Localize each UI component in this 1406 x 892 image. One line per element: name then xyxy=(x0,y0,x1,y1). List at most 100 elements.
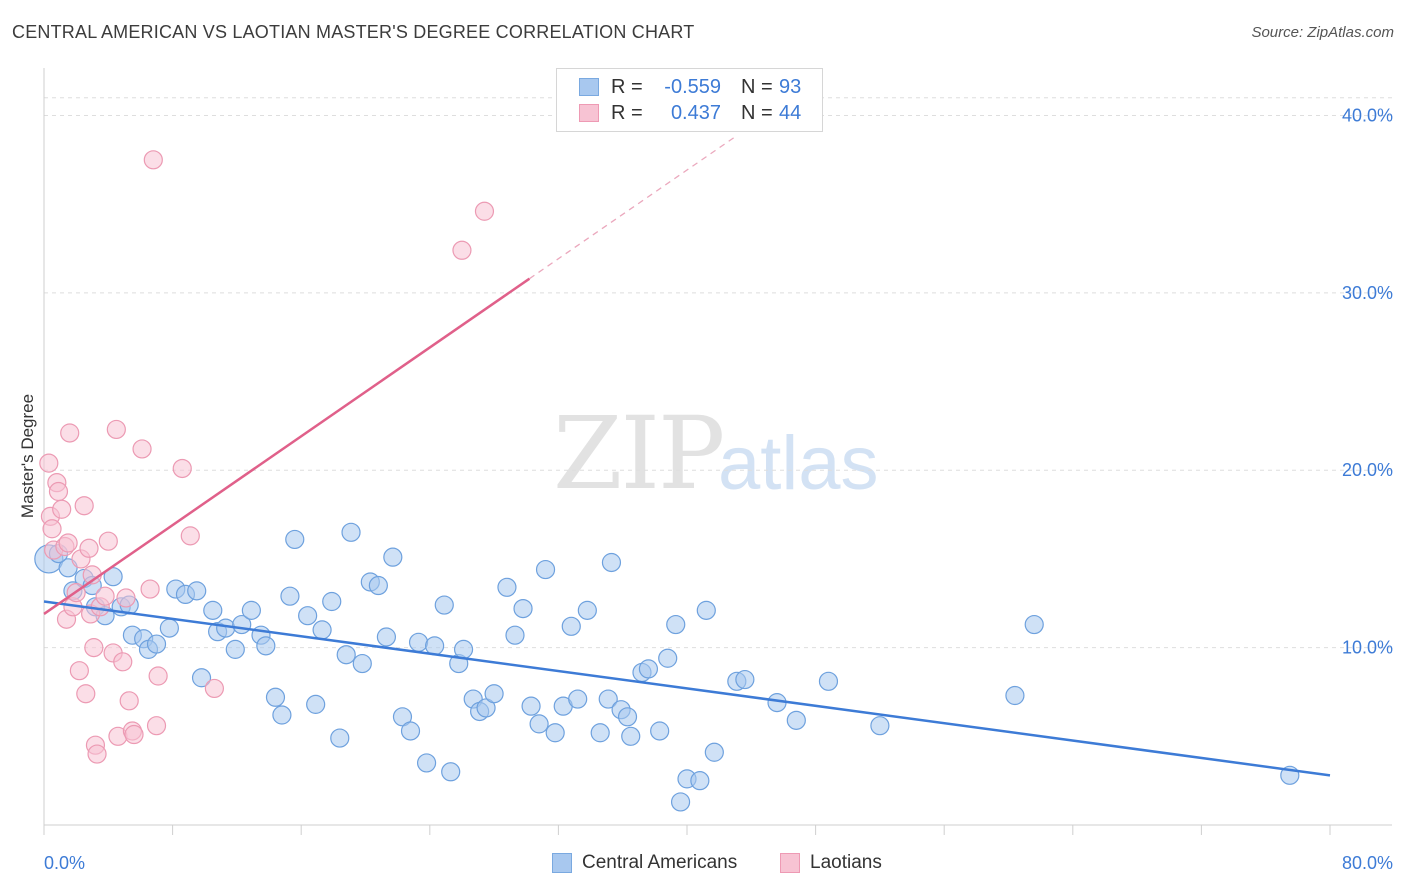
n-label: N = xyxy=(741,101,773,124)
y-tick-label: 40.0% xyxy=(1342,105,1393,125)
data-point xyxy=(505,625,525,645)
data-point xyxy=(352,653,372,674)
data-point xyxy=(159,618,179,638)
data-point xyxy=(124,724,144,745)
watermark-zip: ZIP xyxy=(553,395,725,512)
y-tick-label: 20.0% xyxy=(1342,460,1393,480)
data-point xyxy=(280,586,300,606)
data-point xyxy=(330,728,350,748)
y-tick-label: 10.0% xyxy=(1342,638,1393,658)
n-label: N = xyxy=(741,75,773,98)
data-point xyxy=(568,689,588,709)
data-point xyxy=(48,481,69,502)
legend-label: Central Americans xyxy=(582,852,738,873)
data-point xyxy=(696,600,716,620)
axes xyxy=(43,68,1392,835)
data-point xyxy=(408,632,429,652)
data-point xyxy=(312,620,332,640)
data-point xyxy=(119,691,139,711)
laotian-points xyxy=(39,150,495,764)
data-point xyxy=(341,522,361,542)
r-label: R = xyxy=(611,75,643,98)
r-label: R = xyxy=(611,101,643,124)
data-point xyxy=(521,696,541,716)
data-point xyxy=(172,458,192,479)
data-point xyxy=(513,598,533,619)
data-point xyxy=(58,533,78,553)
data-point xyxy=(497,577,517,597)
r-value: 0.437 xyxy=(670,101,721,124)
data-point xyxy=(484,684,504,704)
legend-central-americans: Central Americans xyxy=(552,852,737,874)
data-point xyxy=(52,499,72,519)
data-point xyxy=(452,240,472,260)
data-point xyxy=(39,453,59,473)
data-point xyxy=(535,559,556,580)
laotian-swatch xyxy=(780,853,800,873)
data-point xyxy=(1005,685,1025,706)
data-point xyxy=(638,659,659,679)
legend-row-central: R = -0.559 N = 93 xyxy=(579,74,801,100)
data-point xyxy=(376,627,396,647)
data-point xyxy=(203,600,223,620)
data-point xyxy=(76,684,96,704)
data-point xyxy=(60,423,80,443)
data-point xyxy=(95,586,115,606)
data-point xyxy=(148,666,168,686)
data-point xyxy=(453,639,474,659)
laotian-swatch xyxy=(579,104,599,122)
data-point xyxy=(601,552,622,573)
data-point xyxy=(617,707,638,727)
data-point xyxy=(146,716,167,736)
correlation-legend: R = -0.559 N = 93 R = 0.437 N = 44 xyxy=(556,68,823,132)
data-point xyxy=(670,792,691,812)
data-point xyxy=(577,600,597,620)
data-point xyxy=(322,591,342,612)
data-point xyxy=(545,723,565,743)
data-point xyxy=(621,726,641,746)
legend-label: Laotians xyxy=(810,852,882,873)
data-point xyxy=(42,519,62,539)
data-point xyxy=(132,439,152,459)
n-value: 93 xyxy=(779,75,802,98)
data-point xyxy=(870,716,890,736)
data-point xyxy=(434,595,454,615)
data-point xyxy=(598,689,618,709)
data-point xyxy=(441,762,461,782)
watermark-atlas: atlas xyxy=(718,421,879,506)
data-point xyxy=(690,771,710,791)
data-point xyxy=(735,669,755,690)
data-point xyxy=(146,634,167,654)
data-point xyxy=(1024,614,1044,635)
data-point xyxy=(786,710,806,730)
data-point xyxy=(191,668,212,688)
laotian-trend-extension xyxy=(529,136,736,280)
x-tick-label: 0.0% xyxy=(44,853,85,873)
data-point xyxy=(74,496,94,516)
legend-row-laotian: R = 0.437 N = 44 xyxy=(579,100,801,126)
data-point xyxy=(113,652,133,672)
data-point xyxy=(306,694,326,714)
data-point xyxy=(561,616,581,636)
data-point xyxy=(69,661,89,681)
tick-labels: 10.0% 20.0% 30.0% 40.0% 0.0% 80.0% xyxy=(44,105,1393,873)
grid-lines xyxy=(44,97,1392,649)
data-point xyxy=(818,671,839,691)
data-point xyxy=(241,600,261,620)
data-point xyxy=(590,723,610,743)
data-point xyxy=(474,201,495,221)
central-swatch xyxy=(579,78,599,96)
data-point xyxy=(106,419,126,440)
r-value: -0.559 xyxy=(664,75,721,98)
data-point xyxy=(650,721,670,741)
central-american-points xyxy=(34,522,1300,812)
data-point xyxy=(666,614,686,635)
source-label: Source: ZipAtlas.com xyxy=(1251,24,1394,41)
data-point xyxy=(529,714,549,734)
data-point xyxy=(180,526,200,546)
trend-lines xyxy=(43,136,1331,777)
data-point xyxy=(84,638,104,658)
y-axis-title: Master's Degree xyxy=(18,394,37,518)
data-point xyxy=(336,645,356,665)
data-point xyxy=(256,636,276,656)
